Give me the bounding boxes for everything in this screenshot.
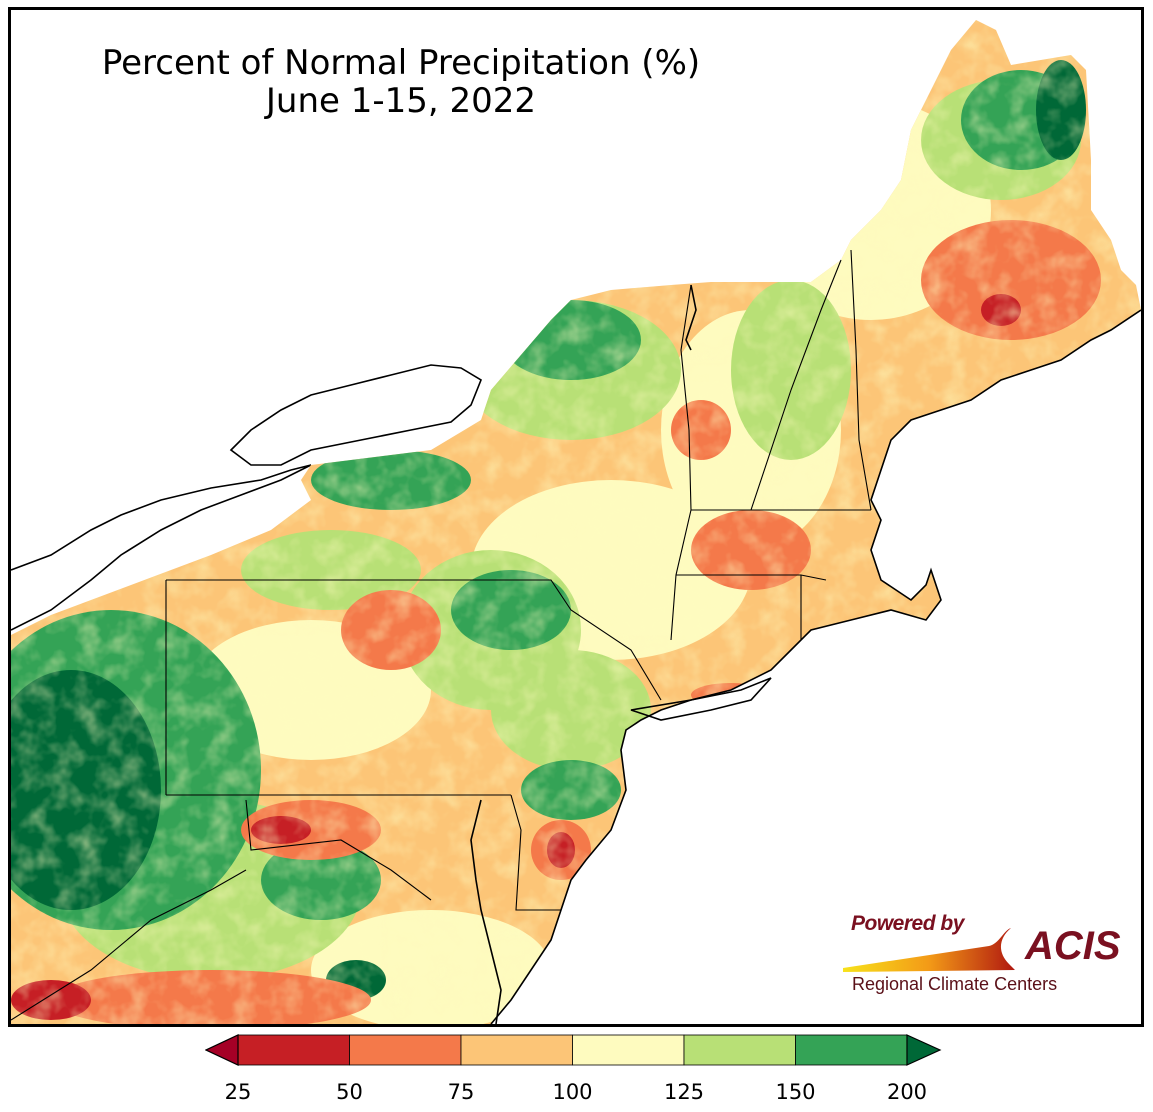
nh-me-border (850, 249, 872, 511)
precipitation-map (11, 20, 1141, 1024)
legend-bin-50-75 (349, 1034, 462, 1066)
legend-under-arrow (205, 1034, 239, 1066)
legend-tick-100: 100 (552, 1080, 593, 1104)
nj-de-border (510, 794, 561, 911)
wv-va-border (11, 869, 247, 1021)
logo-subtitle: Regional Climate Centers (852, 974, 1058, 994)
ny-vt-border (670, 284, 692, 641)
map-title: Percent of Normal Precipitation (%) June… (51, 44, 751, 120)
md-va-border (245, 799, 432, 901)
legend-bin-150-200 (795, 1034, 908, 1066)
legend-bin-25-50 (237, 1034, 350, 1066)
legend-tick-50: 50 (336, 1080, 363, 1104)
legend-tick-25: 25 (224, 1080, 252, 1104)
coastline (470, 284, 1141, 1024)
chesapeake-bay (470, 799, 502, 1024)
logo-swoosh-icon (843, 928, 1015, 972)
logo-powered-by: Powered by (851, 912, 964, 935)
title-line-2: June 1-15, 2022 (265, 81, 537, 121)
ny-pa-border (166, 579, 662, 701)
color-legend (205, 1034, 943, 1066)
legend-tick-75: 75 (447, 1080, 475, 1104)
title-line-1: Percent of Normal Precipitation (%) (101, 43, 701, 83)
logo-brand: ACIS (1025, 924, 1121, 968)
legend-tick-labels: 25 50 75 100 125 150 200 (205, 1080, 943, 1110)
lake-champlain (685, 284, 697, 351)
legend-tick-125: 125 (663, 1080, 705, 1104)
lake-ontario-shore (229, 364, 482, 466)
long-island (630, 677, 772, 721)
legend-bar (205, 1034, 942, 1066)
state-boundaries (11, 249, 872, 1021)
legend-tick-150: 150 (775, 1080, 816, 1104)
acis-logo: Powered by ACIS Regional Climate Centers (839, 908, 1129, 1004)
legend-bin-100-125 (572, 1034, 685, 1066)
legend-bin-75-100 (460, 1034, 573, 1066)
map-panel: Percent of Normal Precipitation (%) June… (8, 7, 1144, 1027)
legend-over-arrow (906, 1034, 942, 1066)
precip-field (11, 20, 1141, 1024)
legend-tick-200: 200 (886, 1080, 928, 1104)
legend-bin-125-150 (683, 1034, 796, 1066)
